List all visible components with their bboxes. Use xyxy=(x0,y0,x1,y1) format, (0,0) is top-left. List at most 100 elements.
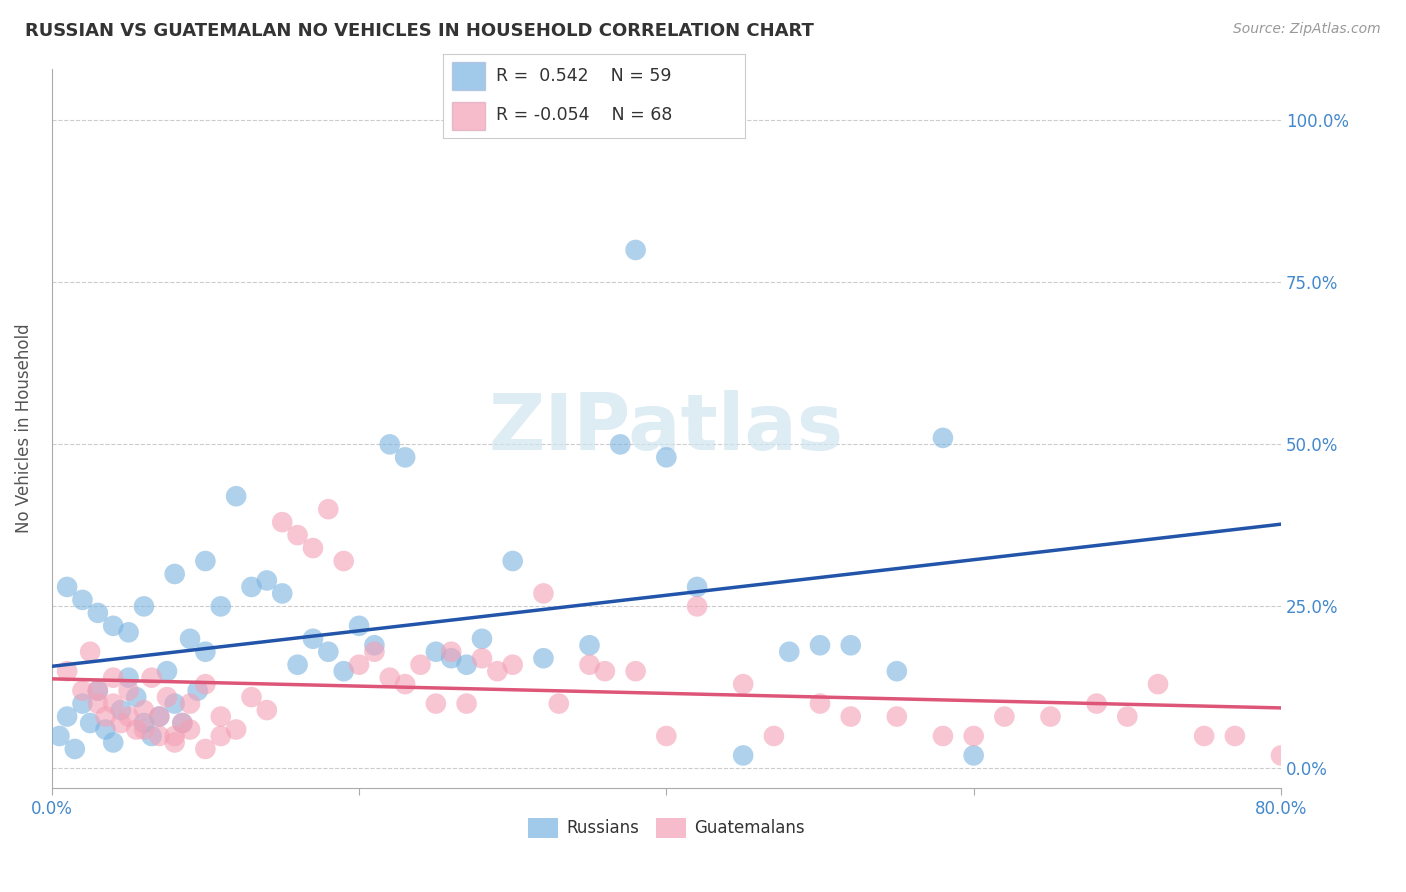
Point xyxy=(932,431,955,445)
Point xyxy=(609,437,631,451)
Point xyxy=(87,606,110,620)
Legend: Russians, Guatemalans: Russians, Guatemalans xyxy=(522,812,811,844)
Point xyxy=(72,593,94,607)
Point xyxy=(125,723,148,737)
Point xyxy=(502,554,524,568)
Point xyxy=(302,541,325,555)
Point xyxy=(363,645,385,659)
Point xyxy=(87,683,110,698)
Point xyxy=(808,697,831,711)
Text: RUSSIAN VS GUATEMALAN NO VEHICLES IN HOUSEHOLD CORRELATION CHART: RUSSIAN VS GUATEMALAN NO VEHICLES IN HOU… xyxy=(25,22,814,40)
Point xyxy=(440,651,463,665)
Text: R =  0.542    N = 59: R = 0.542 N = 59 xyxy=(496,67,671,85)
Point xyxy=(240,690,263,705)
Point xyxy=(117,709,139,723)
Point xyxy=(332,554,354,568)
Point xyxy=(733,748,755,763)
Point xyxy=(471,632,494,646)
Point xyxy=(733,677,755,691)
Point xyxy=(762,729,785,743)
Point xyxy=(1147,677,1170,691)
Point xyxy=(963,729,986,743)
Point xyxy=(686,599,709,614)
Point xyxy=(148,709,170,723)
Point xyxy=(256,703,278,717)
Point xyxy=(132,723,155,737)
Point xyxy=(132,703,155,717)
Point xyxy=(141,671,163,685)
Point xyxy=(593,664,616,678)
Point xyxy=(209,729,232,743)
Point xyxy=(394,677,416,691)
Point xyxy=(271,586,294,600)
Point xyxy=(72,683,94,698)
Point xyxy=(963,748,986,763)
Point xyxy=(110,703,132,717)
Point xyxy=(194,554,217,568)
Point xyxy=(94,709,117,723)
Point xyxy=(110,716,132,731)
Point xyxy=(302,632,325,646)
Point xyxy=(56,664,79,678)
Point xyxy=(194,677,217,691)
Point xyxy=(117,671,139,685)
Point xyxy=(256,574,278,588)
Text: ZIPatlas: ZIPatlas xyxy=(489,390,844,467)
Point xyxy=(1223,729,1246,743)
Point xyxy=(209,709,232,723)
Point xyxy=(808,638,831,652)
Point xyxy=(456,657,478,672)
Point xyxy=(209,599,232,614)
Point xyxy=(686,580,709,594)
Point xyxy=(87,697,110,711)
Point xyxy=(148,729,170,743)
Point xyxy=(993,709,1015,723)
Point xyxy=(172,716,194,731)
Point xyxy=(624,243,647,257)
Point xyxy=(624,664,647,678)
Point xyxy=(156,664,179,678)
Point xyxy=(839,638,862,652)
Point xyxy=(87,683,110,698)
Point xyxy=(63,742,86,756)
Point xyxy=(148,709,170,723)
Point xyxy=(156,690,179,705)
Point xyxy=(456,697,478,711)
Point xyxy=(125,690,148,705)
Point xyxy=(347,619,370,633)
Point xyxy=(533,651,555,665)
Point xyxy=(1270,748,1292,763)
Y-axis label: No Vehicles in Household: No Vehicles in Household xyxy=(15,324,32,533)
Point xyxy=(172,716,194,731)
Point xyxy=(48,729,70,743)
Point xyxy=(409,657,432,672)
Point xyxy=(103,619,125,633)
Point xyxy=(79,645,101,659)
Point xyxy=(132,599,155,614)
Point xyxy=(886,664,908,678)
Bar xyxy=(451,102,485,130)
Point xyxy=(194,742,217,756)
Point xyxy=(471,651,494,665)
Point xyxy=(72,697,94,711)
Point xyxy=(117,625,139,640)
Point xyxy=(179,723,201,737)
Point xyxy=(163,566,186,581)
Point xyxy=(655,450,678,465)
Point xyxy=(287,528,309,542)
Point xyxy=(486,664,509,678)
Point xyxy=(778,645,800,659)
Point xyxy=(187,683,209,698)
Point xyxy=(141,729,163,743)
Point xyxy=(394,450,416,465)
Point xyxy=(332,664,354,678)
Point xyxy=(179,697,201,711)
Point xyxy=(56,709,79,723)
Point xyxy=(163,735,186,749)
Point xyxy=(240,580,263,594)
Point xyxy=(533,586,555,600)
Point xyxy=(932,729,955,743)
Point xyxy=(1192,729,1215,743)
Point xyxy=(225,489,247,503)
Point xyxy=(425,645,447,659)
